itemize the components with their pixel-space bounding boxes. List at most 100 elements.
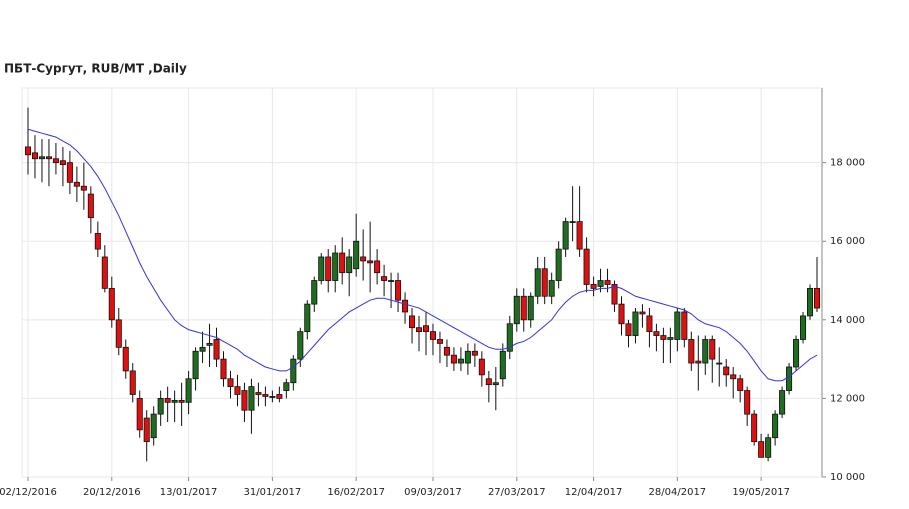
y-tick-label: 10 000 [830,472,865,483]
candle-body [806,287,814,317]
candle-body [737,378,744,391]
candle-body [199,346,206,352]
candle-body [171,399,178,403]
candle-body [332,252,339,281]
candle-body [318,256,325,281]
candle-body [611,284,618,305]
candle-body [31,152,39,160]
candle-body [478,358,485,376]
candle-body [744,390,751,415]
candle-body [716,362,723,365]
candle-body [234,386,241,395]
candle-body [52,158,59,164]
candle-body [213,339,220,360]
candle-body [457,358,464,364]
candle-body [569,221,576,223]
candle-body [625,323,632,336]
candle-body [402,299,409,313]
candle-body [38,156,45,160]
candle-body [255,392,262,395]
candle-body [66,162,73,183]
y-tick-label: 16 000 [830,236,865,247]
candle-body [227,378,234,388]
candle-body [527,295,534,321]
x-tick-label: 27/03/2017 [488,487,546,498]
candle-body [618,303,625,325]
candle-body [374,260,381,274]
y-tick-label: 12 000 [830,393,865,404]
candle-body [178,399,185,403]
candle-body [122,346,129,372]
candle-body [395,280,402,301]
candle-body [813,287,821,309]
candle-body [136,398,143,431]
x-tick-label: 31/01/2017 [244,487,302,498]
candle-body [290,358,297,384]
candle-body [730,374,737,380]
candle-body [339,252,346,274]
candle-body [688,339,695,364]
candle-body [157,398,164,415]
candle-body [24,146,32,156]
x-tick-label: 02/12/2016 [0,487,57,498]
candle-body [346,256,353,274]
candle-body [786,366,793,391]
candle-body [772,413,779,439]
candle-body [464,350,471,364]
candle-body [443,346,450,356]
candle-body [206,343,213,346]
candle-body [241,390,248,411]
candle-body [583,248,590,285]
candle-body [353,240,360,270]
candle-body [422,325,430,333]
candle-body [702,339,709,364]
candle-body [381,276,388,281]
x-tick-label: 13/01/2017 [160,487,218,498]
candle-body [471,350,478,356]
candle-body [269,396,276,398]
candle-body [101,256,108,289]
candle-body [695,360,702,364]
x-tick-label: 19/05/2017 [732,487,790,498]
candle-body [185,378,192,403]
candle-body [262,394,269,397]
moving-average-line [27,128,818,382]
candle-body [45,156,52,160]
x-tick-label: 28/04/2017 [649,487,707,498]
x-tick-label: 20/12/2016 [83,487,141,498]
candle-body [409,315,416,329]
candle-body [325,256,332,281]
candle-body [646,315,653,333]
candle-body [283,382,290,391]
candle-body [758,441,765,458]
candle-body [562,221,569,250]
candle-body [751,413,758,443]
candle-body [492,382,499,386]
candle-body [164,398,171,403]
chart-title: ПБТ-Сургут, RUB/MT ,Daily [4,62,187,76]
candle-body [793,339,800,368]
candle-body [94,232,101,250]
candle-body [779,390,786,415]
candle-body [576,221,583,250]
candle-body [548,280,555,297]
candle-body [311,280,318,305]
candle-body [73,181,80,187]
candle-body [723,366,730,376]
candle-body [632,311,639,336]
candle-body [541,268,548,297]
candle-body [590,284,597,289]
candle-body [108,287,115,321]
candle-body [192,350,199,380]
candle-body [150,413,157,439]
candle-body [800,315,807,340]
candle-body [604,280,611,285]
candle-body [674,311,681,340]
candle-body [388,280,395,282]
candle-body [506,323,513,352]
candle-body [80,185,87,191]
y-tick-label: 14 000 [830,315,865,326]
x-tick-label: 09/03/2017 [404,487,462,498]
y-tick-label: 18 000 [830,158,865,169]
